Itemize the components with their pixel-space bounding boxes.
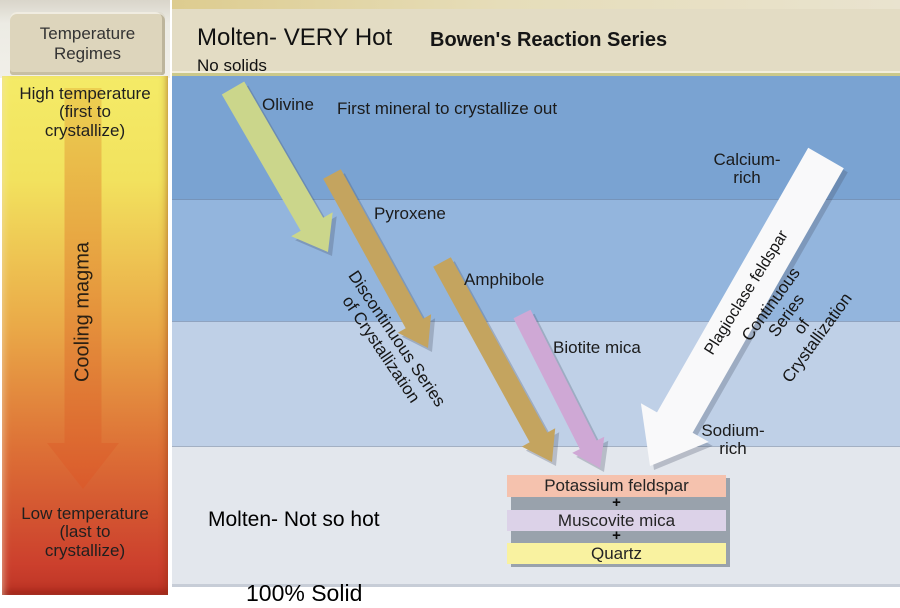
plus-sign: + xyxy=(612,527,621,544)
olivine-label: Olivine xyxy=(262,95,314,114)
pyroxene-label: Pyroxene xyxy=(374,204,446,223)
quartz-box: Quartz xyxy=(507,543,726,564)
header-divider-olive xyxy=(172,73,900,76)
low-temperature-label: Low temperature (last to crystallize) xyxy=(21,504,149,560)
diagram-header xyxy=(172,0,900,71)
no-solids-label: No solids xyxy=(197,56,267,75)
diagram-title: Bowen's Reaction Series xyxy=(430,29,668,51)
header-divider-light xyxy=(172,71,900,73)
temperature-regimes-header: Temperature Regimes xyxy=(10,12,165,75)
potassium-feldspar-box: Potassium feldspar xyxy=(507,475,726,497)
calcium-rich-label: Calcium- rich xyxy=(713,150,781,187)
molten-not-hot-label: Molten- Not so hot xyxy=(208,508,380,531)
molten-very-hot-label: Molten- VERY Hot xyxy=(197,24,393,51)
amphibole-label: Amphibole xyxy=(464,270,545,289)
solid-100-label: 100% Solid xyxy=(246,580,363,606)
header-top-strip xyxy=(172,0,900,9)
high-temperature-label: High temperature (first to crystallize) xyxy=(19,84,151,140)
muscovite-mica-box: Muscovite mica xyxy=(507,510,726,531)
cooling-magma-label: Cooling magma xyxy=(71,241,94,383)
sodium-rich-label: Sodium- rich xyxy=(701,421,765,458)
first-mineral-note: First mineral to crystallize out xyxy=(337,99,558,118)
biotite-mica-label: Biotite mica xyxy=(553,338,641,357)
plus-sign: + xyxy=(612,494,621,511)
diagram-bottom-edge xyxy=(172,584,900,587)
